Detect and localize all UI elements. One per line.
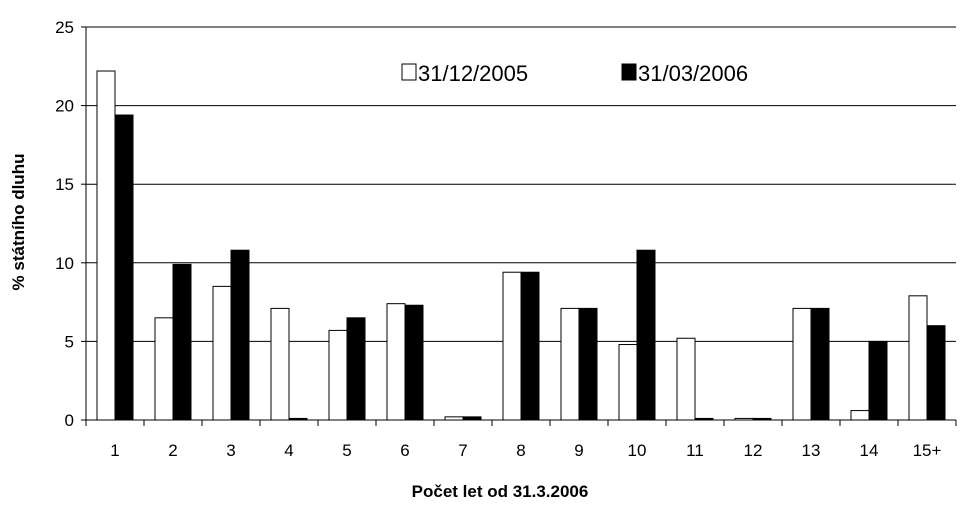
bar-series-1 [328, 329, 348, 421]
axes [81, 26, 957, 426]
bar-series-1 [792, 307, 812, 421]
y-tick-label: 15 [55, 175, 74, 194]
x-tick-label: 11 [686, 441, 704, 460]
x-tick-label: 1 [110, 441, 119, 460]
legend-swatch-series-2 [621, 63, 637, 81]
y-tick-label: 10 [55, 254, 74, 273]
y-tick-label: 20 [55, 97, 74, 116]
x-tick-label: 7 [458, 441, 467, 460]
x-tick-label: 12 [744, 441, 763, 460]
y-tick-label: 5 [65, 332, 74, 351]
x-tick-label: 8 [516, 441, 525, 460]
x-tick-label: 6 [400, 441, 409, 460]
x-tick-label: 13 [802, 441, 821, 460]
bar-series-1 [676, 337, 696, 421]
x-axis-title: Počet let od 31.3.2006 [412, 482, 589, 501]
bar-series-2 [868, 340, 888, 421]
y-tick-label: 0 [65, 411, 74, 430]
x-tick-label: 14 [860, 441, 879, 460]
legend-label-series-2: 31/03/2006 [638, 61, 748, 86]
bar-series-1 [850, 410, 870, 421]
bars [96, 70, 946, 421]
bar-series-2 [578, 307, 598, 421]
y-tick-label: 25 [55, 18, 74, 37]
bar-series-1 [212, 285, 232, 421]
x-tick-label: 4 [284, 441, 293, 460]
bar-series-1 [560, 307, 580, 421]
x-tick-label: 5 [342, 441, 351, 460]
bar-series-1 [386, 303, 406, 421]
bar-series-2 [114, 114, 134, 421]
bar-series-2 [636, 249, 656, 421]
bar-series-2 [172, 263, 192, 421]
bar-series-1 [270, 307, 290, 421]
bar-series-2 [926, 325, 946, 421]
legend: 31/12/2005 31/03/2006 [401, 61, 748, 86]
legend-swatch-series-1 [401, 63, 417, 81]
bar-series-1 [96, 70, 116, 421]
bar-series-1 [502, 271, 522, 421]
bar-series-2 [346, 317, 366, 421]
x-tick-label: 3 [226, 441, 235, 460]
bar-series-2 [810, 307, 830, 421]
x-tick-label: 9 [574, 441, 583, 460]
x-tick-label: 10 [628, 441, 647, 460]
x-tick-label: 15+ [913, 441, 942, 460]
y-axis-title: % státního dluhu [9, 154, 28, 291]
bar-series-2 [520, 271, 540, 421]
bar-series-1 [908, 295, 928, 421]
bar-series-2 [230, 249, 250, 421]
x-tick-label: 2 [168, 441, 177, 460]
bar-series-1 [618, 344, 638, 421]
legend-label-series-1: 31/12/2005 [418, 61, 528, 86]
bar-series-1 [154, 317, 174, 421]
bar-series-2 [404, 304, 424, 421]
